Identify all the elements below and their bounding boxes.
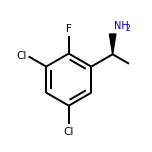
Text: F: F [66,24,72,34]
Text: Cl: Cl [16,52,26,61]
Polygon shape [109,34,116,54]
Text: 2: 2 [125,24,130,33]
Text: Cl: Cl [64,127,74,137]
Text: NH: NH [114,21,129,31]
